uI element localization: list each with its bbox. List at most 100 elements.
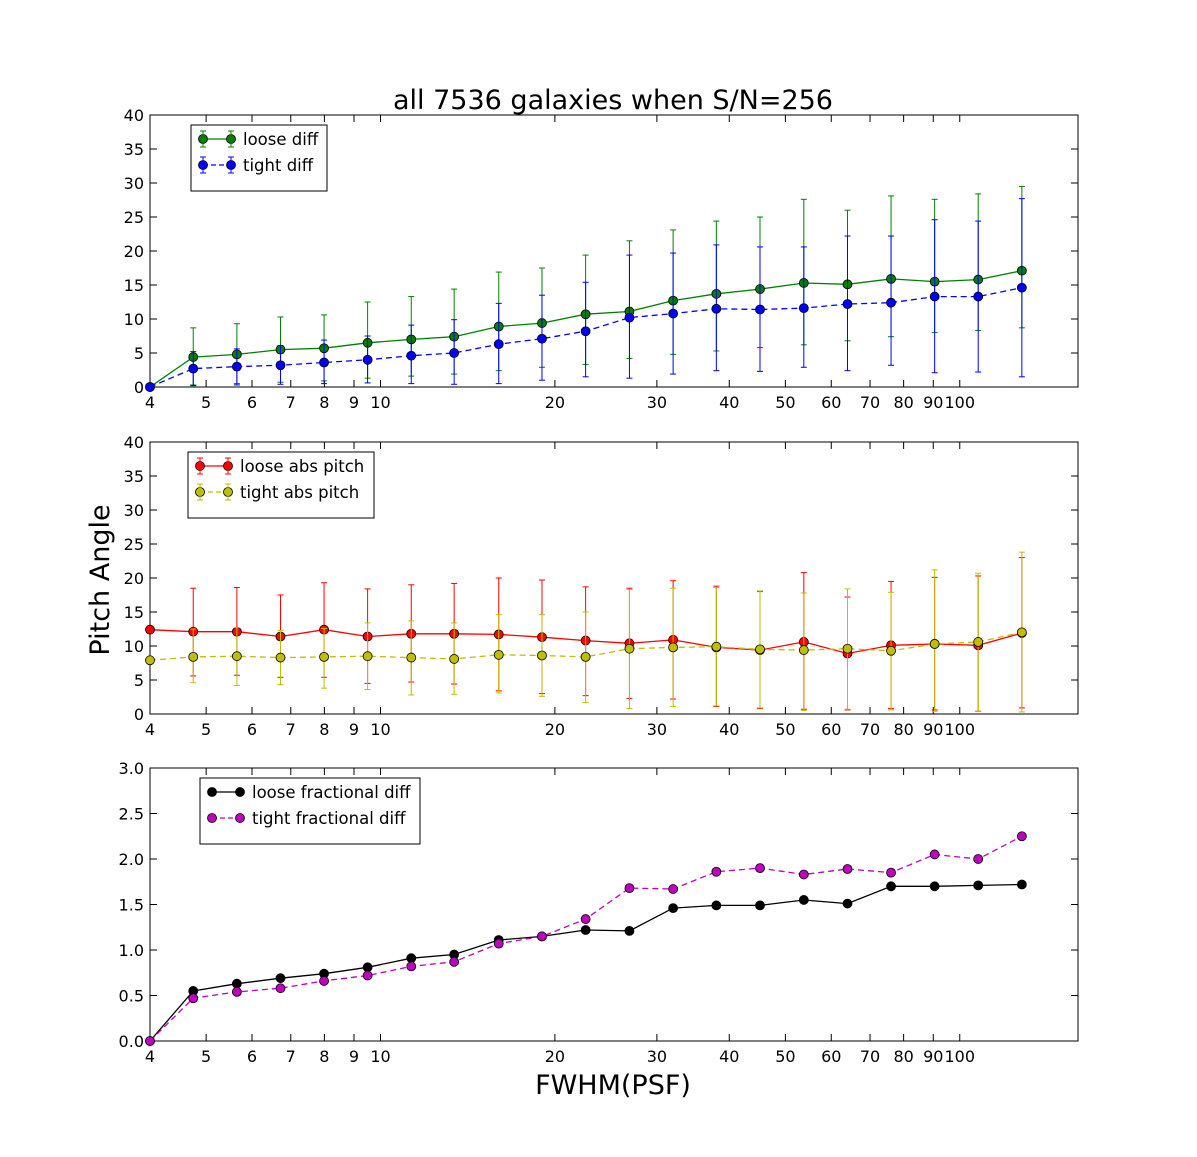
data-point [275, 360, 286, 371]
data-point [231, 651, 242, 662]
x-tick-label: 4 [145, 393, 155, 412]
data-point [842, 864, 853, 874]
data-point [231, 986, 242, 997]
data-point [755, 644, 765, 655]
legend-label: tight fractional diff [252, 809, 406, 828]
y-tick-label: 40 [124, 433, 144, 452]
x-tick-label: 9 [349, 1047, 359, 1066]
data-point [668, 884, 679, 894]
y-tick-label: 0.5 [119, 987, 144, 1006]
panel-middle: 4 5 6 7 8 9 10 20 30 40 50 60 70 80 90 100 0 5 10 15 20 25 30 3… [124, 433, 1079, 739]
x-tick-label: 40 [719, 720, 739, 739]
data-point [537, 931, 547, 942]
data-point [929, 639, 940, 649]
x-tick-label: 60 [821, 393, 841, 412]
series-line [149, 883, 1022, 1042]
data-point [755, 900, 765, 911]
data-point [362, 962, 373, 973]
data-point [231, 978, 242, 989]
x-axis-label: FWHM(PSF) [535, 1070, 691, 1101]
y-tick-label: 2.0 [119, 850, 144, 869]
data-point [929, 849, 940, 860]
x-tick-label: 7 [286, 720, 296, 739]
x-tick-label: 30 [647, 1047, 667, 1066]
data-point [929, 881, 940, 892]
data-point [624, 312, 635, 323]
data-point [711, 303, 722, 314]
x-tick-label: 5 [201, 1047, 211, 1066]
x-tick-label: 10 [370, 1047, 390, 1066]
y-tick-label: 20 [124, 242, 144, 261]
series-tight-fractional-diff [145, 831, 1027, 1046]
data-point [973, 291, 984, 302]
data-point [973, 854, 984, 864]
data-point [886, 881, 896, 892]
x-tick-label: 10 [370, 720, 390, 739]
y-tick-label: 25 [124, 208, 144, 227]
y-tick-label: 25 [124, 535, 144, 554]
data-point [493, 649, 504, 660]
data-point [624, 883, 635, 894]
data-point [275, 973, 286, 984]
legend-label: loose fractional diff [252, 783, 411, 802]
x-tick-label: 90 [923, 1047, 943, 1066]
x-tick-label: 9 [349, 393, 359, 412]
legend: loose diff tight diff [190, 124, 328, 192]
data-point [668, 308, 679, 319]
x-tick-label: 50 [775, 720, 795, 739]
y-tick-label: 1.0 [119, 941, 144, 960]
panel-bottom: 4 5 6 7 8 9 10 20 30 40 50 60 70 80 90 100 0.0 0.5 1.0 1.5 2… [119, 759, 1079, 1066]
x-tick-label: 80 [893, 1047, 913, 1066]
data-point [449, 348, 460, 358]
data-point [449, 956, 460, 967]
data-point [275, 652, 286, 663]
x-tick-label: 20 [545, 720, 565, 739]
y-tick-label: 10 [124, 310, 144, 329]
legend-box [190, 124, 328, 192]
legend: loose abs pitch tight abs pitch [187, 451, 375, 519]
y-tick-label: 10 [124, 637, 144, 656]
data-point [842, 898, 853, 909]
x-tick-label: 70 [860, 720, 880, 739]
y-tick-label: 15 [124, 276, 144, 295]
x-tick-label: 4 [145, 720, 155, 739]
series-tight-diff [145, 198, 1027, 392]
y-tick-label: 0 [134, 378, 144, 397]
data-point [319, 651, 329, 662]
y-tick-label: 20 [124, 569, 144, 588]
data-point [275, 983, 286, 994]
x-tick-label: 7 [286, 393, 296, 412]
data-point [406, 350, 417, 361]
data-point [319, 976, 329, 986]
data-point [362, 970, 373, 981]
data-point [1016, 627, 1027, 638]
x-tick-label: 90 [923, 393, 943, 412]
x-tick-label: 6 [247, 1047, 257, 1066]
data-point [624, 643, 635, 654]
x-tick-label: 40 [719, 1047, 739, 1066]
legend-label: loose abs pitch [240, 457, 364, 476]
legend-label: tight abs pitch [240, 483, 359, 502]
y-tick-label: 5 [134, 671, 144, 690]
data-point [406, 953, 417, 964]
x-tick-label: 60 [821, 1047, 841, 1066]
y-tick-label: 30 [124, 174, 144, 193]
data-point [1016, 282, 1027, 293]
x-tick-label: 8 [319, 1047, 329, 1066]
x-tick-label: 50 [775, 393, 795, 412]
legend-marker [207, 813, 217, 823]
data-point [886, 867, 896, 878]
data-point [755, 863, 765, 873]
y-tick-label: 35 [124, 467, 144, 486]
data-point [668, 903, 679, 914]
data-point [580, 326, 591, 337]
y-tick-label: 15 [124, 603, 144, 622]
figure-title: all 7536 galaxies when S/N=256 [393, 85, 833, 116]
x-tick-label: 90 [923, 720, 943, 739]
data-point [537, 650, 547, 661]
x-tick-label: 80 [893, 393, 913, 412]
data-point [493, 339, 504, 350]
series-loose-fractional-diff [145, 879, 1027, 1046]
data-point [1016, 879, 1027, 890]
